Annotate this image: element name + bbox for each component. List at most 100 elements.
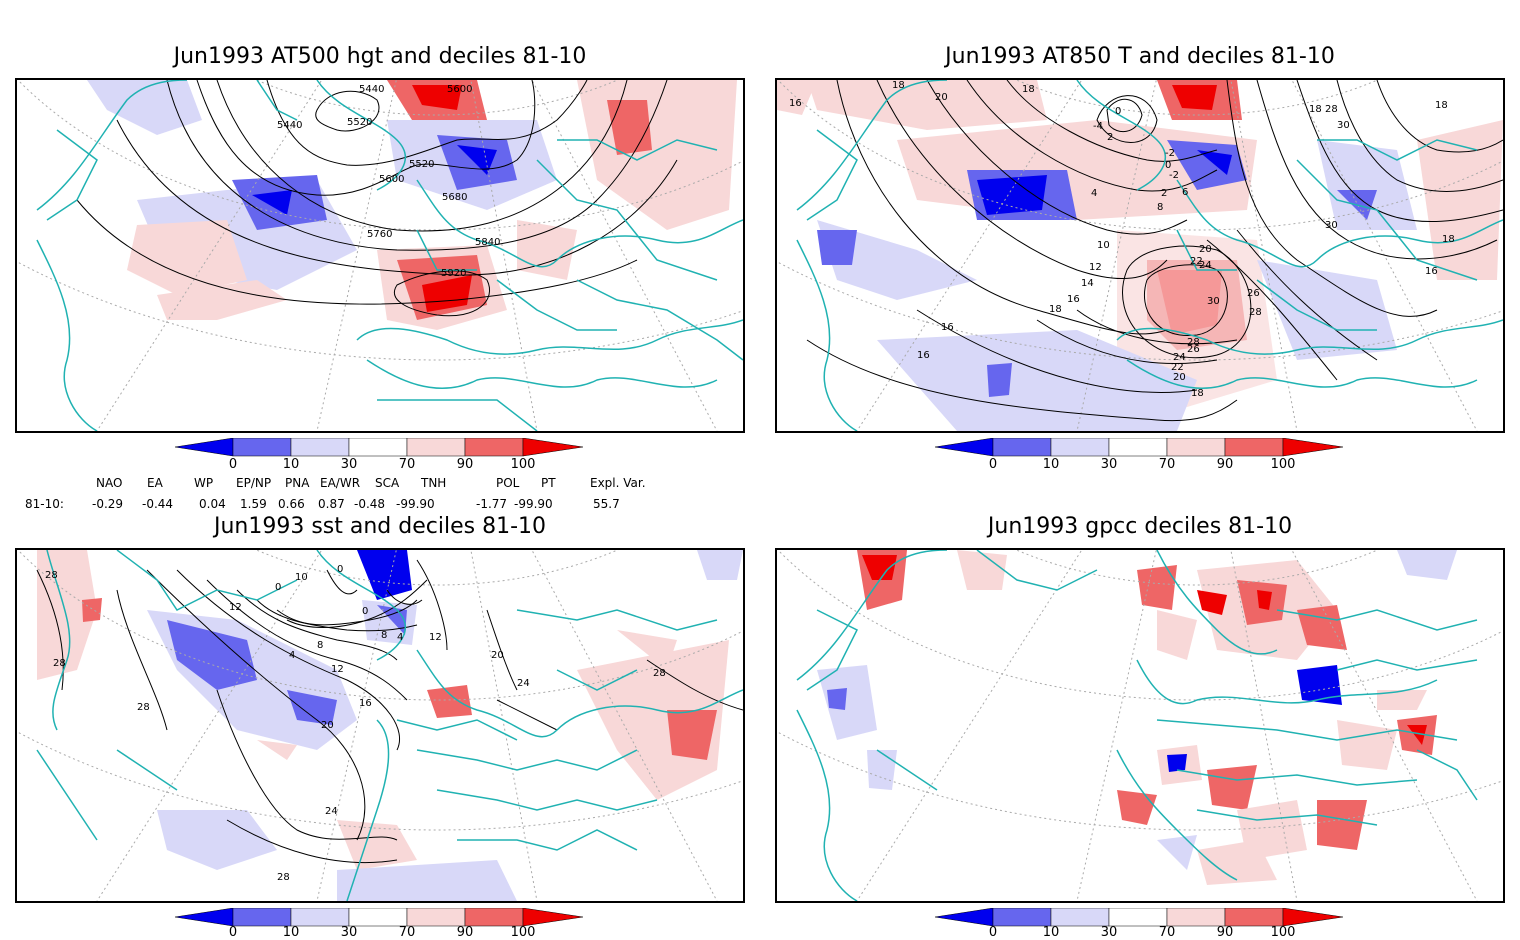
colorbar-swatch-5 xyxy=(464,438,524,457)
colorbar-swatch-3 xyxy=(1108,908,1168,927)
colorbar-tick: 10 xyxy=(282,925,300,940)
colorbar-tick: 10 xyxy=(282,457,300,472)
colorbar-tick: 90 xyxy=(456,457,474,472)
index-header-pna: PNA xyxy=(285,476,310,490)
colorbar-swatch-6 xyxy=(1282,438,1344,457)
colorbar-tick: 0 xyxy=(228,457,238,472)
colorbar-swatch-1 xyxy=(232,438,292,457)
sst-contours xyxy=(36,559,743,864)
svg-text:2: 2 xyxy=(1161,188,1167,199)
index-value-tnh: -99.90 xyxy=(396,497,435,511)
svg-text:28: 28 xyxy=(137,702,150,713)
colorbar-tick: 70 xyxy=(398,457,416,472)
colorbar-swatch-3 xyxy=(348,908,408,927)
svg-text:-2: -2 xyxy=(1169,170,1179,181)
index-row-label: 81-10: xyxy=(25,497,64,511)
colorbar-tick: 30 xyxy=(340,457,358,472)
colorbar-swatch-2 xyxy=(1050,908,1110,927)
svg-text:16: 16 xyxy=(1067,294,1080,305)
svg-text:10: 10 xyxy=(1097,240,1110,251)
svg-text:28: 28 xyxy=(1187,337,1200,348)
svg-text:0: 0 xyxy=(1165,160,1171,171)
svg-text:12: 12 xyxy=(229,602,242,613)
panel-title-sst: Jun1993 sst and deciles 81-10 xyxy=(213,514,547,539)
svg-text:5920: 5920 xyxy=(441,268,466,279)
index-value-nao: -0.29 xyxy=(92,497,124,511)
colorbar-swatch-5 xyxy=(1224,908,1284,927)
coastlines xyxy=(796,550,1478,901)
svg-text:5840: 5840 xyxy=(475,237,500,248)
svg-text:12: 12 xyxy=(429,632,442,643)
index-header-explvar: Expl. Var. xyxy=(590,476,646,490)
colorbar-swatch-0 xyxy=(935,438,994,457)
svg-text:28: 28 xyxy=(277,872,290,883)
panel-title-gpcc: Jun1993 gpcc deciles 81-10 xyxy=(987,514,1293,539)
svg-text:5600: 5600 xyxy=(379,174,404,185)
svg-text:8: 8 xyxy=(381,630,387,641)
svg-text:28: 28 xyxy=(653,668,666,679)
svg-text:5520: 5520 xyxy=(347,117,372,128)
svg-text:24: 24 xyxy=(1173,352,1186,363)
svg-text:20: 20 xyxy=(321,720,334,731)
colorbar-gpcc: 0 10 30 70 90 100 xyxy=(935,908,1345,940)
colorbar-tick: 0 xyxy=(228,925,238,940)
index-header-sca: SCA xyxy=(375,476,400,490)
panel-title-t850: Jun1993 AT850 T and deciles 81-10 xyxy=(945,44,1335,69)
colorbar-tick: 90 xyxy=(456,925,474,940)
svg-text:14: 14 xyxy=(1081,278,1094,289)
svg-text:18: 18 xyxy=(1442,234,1455,245)
index-value-ea: -0.44 xyxy=(142,497,174,511)
deciles-shading xyxy=(87,80,737,330)
map-panel-t850: 16 18 20 18 0 -4 2 -2 0 -2 2 4 6 8 10 12… xyxy=(775,78,1505,433)
colorbar-t850: 0 10 30 70 90 100 xyxy=(935,438,1345,478)
svg-text:12: 12 xyxy=(331,664,344,675)
colorbar-tick: 70 xyxy=(1158,457,1176,472)
svg-text:18: 18 xyxy=(1435,100,1448,111)
colorbar-swatch-3 xyxy=(1108,438,1168,457)
colorbar-tick: 100 xyxy=(510,925,536,940)
svg-text:16: 16 xyxy=(1425,266,1438,277)
colorbar-swatch-4 xyxy=(406,908,466,927)
map-panel-gpcc xyxy=(775,548,1505,903)
colorbar-tick: 0 xyxy=(988,457,998,472)
colorbar-swatch-6 xyxy=(1282,908,1344,927)
latlon-grid xyxy=(777,550,1503,901)
svg-text:0: 0 xyxy=(275,582,281,593)
colorbar-sst: 0 10 30 70 90 100 xyxy=(175,908,585,940)
colorbar-tick: 0 xyxy=(988,925,998,940)
svg-text:30: 30 xyxy=(1325,220,1338,231)
colorbar-tick: 10 xyxy=(1042,925,1060,940)
index-value-eawr: 0.87 xyxy=(318,497,345,511)
svg-text:30: 30 xyxy=(1337,120,1350,131)
colorbar-tick: 100 xyxy=(1270,925,1296,940)
svg-text:22: 22 xyxy=(1171,362,1184,373)
colorbar-swatch-0 xyxy=(935,908,994,927)
svg-text:18: 18 xyxy=(892,80,905,91)
colorbar-swatch-1 xyxy=(992,908,1052,927)
panel-title-hgt500: Jun1993 AT500 hgt and deciles 81-10 xyxy=(173,44,587,69)
svg-text:-2: -2 xyxy=(1165,148,1175,159)
svg-text:4: 4 xyxy=(289,650,295,661)
colorbar-tick: 70 xyxy=(1158,925,1176,940)
colorbar-swatch-0 xyxy=(175,908,234,927)
svg-text:5760: 5760 xyxy=(367,229,392,240)
colorbar-swatch-4 xyxy=(406,438,466,457)
index-header-tnh: TNH xyxy=(421,476,447,490)
svg-text:28: 28 xyxy=(45,570,58,581)
index-header-eawr: EA/WR xyxy=(320,476,361,490)
svg-text:8: 8 xyxy=(1157,202,1163,213)
deciles-shading xyxy=(777,80,1503,431)
colorbar-tick: 70 xyxy=(398,925,416,940)
colorbar-swatch-2 xyxy=(290,438,350,457)
colorbar-tick: 90 xyxy=(1216,457,1234,472)
colorbar-swatch-5 xyxy=(1224,438,1284,457)
svg-text:18: 18 xyxy=(1191,388,1204,399)
svg-text:18: 18 xyxy=(1022,84,1035,95)
deciles-shading xyxy=(37,550,743,901)
svg-text:20: 20 xyxy=(1173,372,1186,383)
index-header-nao: NAO xyxy=(96,476,123,490)
svg-text:20: 20 xyxy=(1199,244,1212,255)
latlon-grid xyxy=(17,550,743,901)
svg-text:28: 28 xyxy=(53,658,66,669)
svg-text:0: 0 xyxy=(337,564,343,575)
